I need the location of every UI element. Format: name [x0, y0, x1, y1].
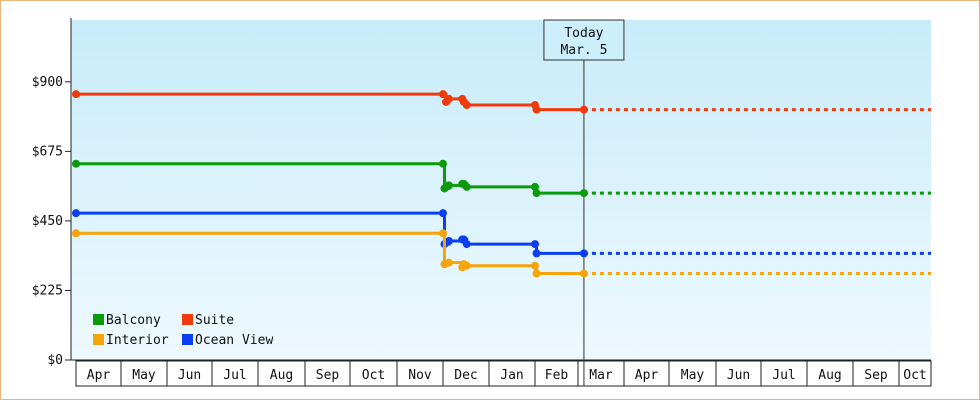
legend-label: Ocean View	[195, 333, 273, 348]
x-tick-label: Oct	[903, 368, 926, 383]
legend-swatch	[93, 334, 104, 345]
legend-swatch	[182, 314, 193, 325]
data-point-suite	[72, 90, 80, 99]
y-tick-label: $900	[32, 75, 63, 90]
legend-swatch	[93, 314, 104, 325]
x-tick-label: Jun	[178, 368, 201, 383]
x-tick-label: Oct	[362, 368, 385, 383]
plot-area	[71, 20, 931, 360]
data-point-suite	[579, 105, 588, 114]
x-tick-label: Jan	[500, 368, 523, 383]
y-tick-label: $675	[32, 144, 63, 159]
x-tick-label: Apr	[635, 368, 659, 383]
y-tick-label: $225	[32, 283, 63, 298]
data-point-ocean-view	[462, 240, 471, 249]
today-label-box	[543, 19, 625, 61]
x-tick-label: Sep	[316, 368, 340, 383]
data-point-balcony	[531, 182, 539, 191]
x-tick-label: Aug	[270, 368, 293, 383]
series-ocean-view	[72, 209, 931, 258]
data-point-balcony	[439, 159, 447, 168]
x-tick-label: Jun	[727, 368, 750, 383]
data-point-ocean-view	[531, 240, 539, 249]
data-point-interior	[444, 258, 453, 267]
y-tick-label: $0	[47, 353, 63, 368]
data-point-interior	[531, 261, 539, 270]
data-point-interior	[72, 229, 80, 238]
data-point-suite	[462, 101, 471, 109]
data-point-ocean-view	[532, 249, 541, 258]
x-tick-label: Dec	[454, 368, 477, 383]
today-label: Today	[564, 26, 603, 41]
data-point-balcony	[444, 181, 453, 190]
data-point-balcony	[72, 159, 80, 168]
x-tick-label: May	[132, 368, 156, 383]
data-point-interior	[462, 261, 471, 270]
data-point-interior	[439, 229, 447, 238]
x-tick-label: Jul	[223, 368, 246, 383]
legend-swatch	[182, 334, 193, 345]
x-tick-label: May	[681, 368, 705, 383]
x-tick-label: Nov	[408, 368, 432, 383]
data-point-ocean-view	[579, 249, 588, 258]
x-tick-label: Feb	[545, 368, 569, 383]
data-point-suite	[439, 90, 447, 99]
data-point-suite	[532, 105, 541, 114]
x-tick-label: Aug	[818, 368, 841, 383]
data-point-ocean-view	[439, 209, 447, 218]
x-tick-label: Mar	[589, 368, 613, 383]
x-axis-month-strip	[75, 360, 932, 387]
series-interior	[72, 229, 931, 278]
legend-label: Interior	[106, 333, 169, 348]
legend-label: Suite	[195, 313, 234, 328]
data-point-interior	[532, 269, 541, 278]
data-point-ocean-view	[72, 209, 80, 218]
data-point-interior	[579, 269, 588, 278]
data-point-suite	[444, 94, 453, 103]
x-tick-label: Sep	[864, 368, 888, 383]
series-balcony	[72, 159, 931, 198]
today-date: Mar. 5	[560, 43, 607, 58]
data-point-balcony	[532, 189, 541, 198]
data-point-ocean-view	[444, 237, 453, 245]
series-suite	[72, 90, 931, 114]
x-tick-label: Jul	[772, 368, 795, 383]
data-point-balcony	[462, 182, 471, 191]
x-tick-label: Apr	[87, 368, 111, 383]
y-tick-label: $450	[32, 214, 63, 229]
legend-label: Balcony	[106, 313, 161, 328]
data-point-balcony	[579, 189, 588, 198]
